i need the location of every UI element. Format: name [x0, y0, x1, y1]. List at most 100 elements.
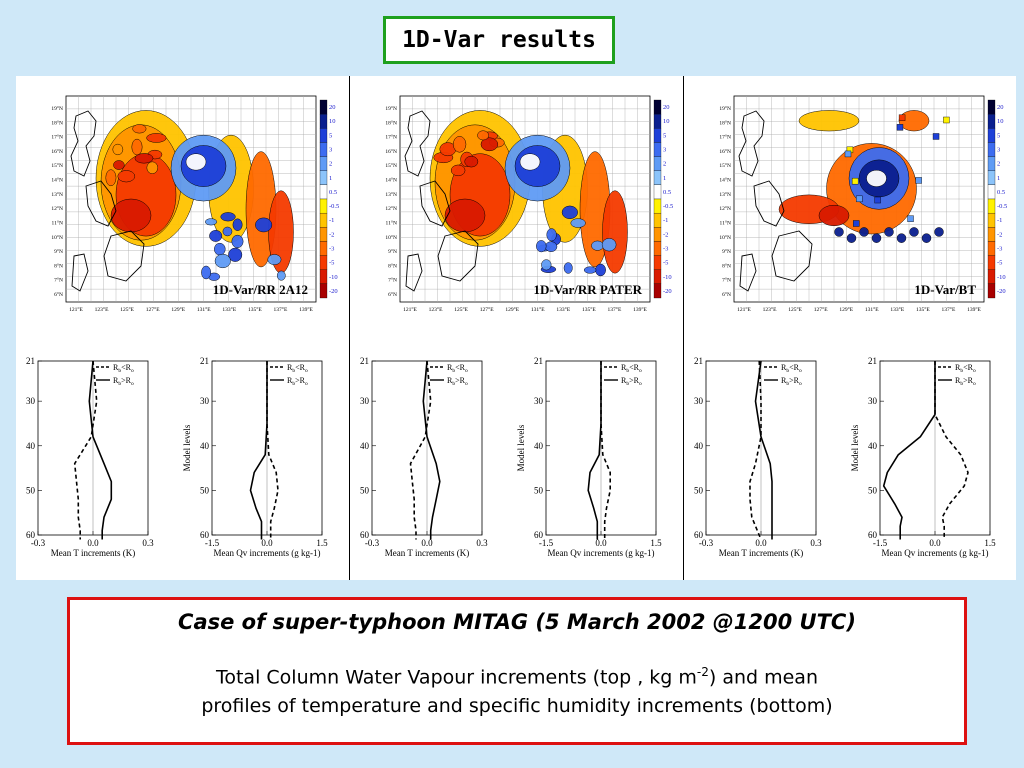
lat-tick-label: 8°N [388, 262, 397, 269]
colorbar-cell [319, 113, 328, 129]
colorbar-label: 10 [329, 118, 336, 125]
colorbar-label: -20 [329, 288, 338, 295]
colorbar-cell [319, 212, 328, 228]
lat-tick-label: 8°N [722, 262, 731, 269]
dry-spot [146, 161, 159, 174]
legend-entry-part: o [799, 381, 802, 387]
field-pixel [856, 195, 863, 203]
coastline [771, 230, 813, 282]
colorbar-cell [653, 128, 662, 143]
moist-spot [859, 227, 869, 237]
moist-spot [909, 227, 919, 237]
legend-entry-part: <R [963, 363, 974, 372]
lat-tick-label: 19°N [719, 105, 731, 112]
colorbar-cell [987, 283, 996, 299]
moist-spot [222, 226, 233, 237]
field-pixel [915, 177, 922, 184]
series-rb-gt-ro [422, 360, 441, 540]
legend-entry-part: b [452, 368, 455, 374]
x-tick-label: 0.0 [755, 538, 767, 548]
colorbar-label: -1 [329, 217, 334, 224]
x-tick-label: 0.3 [142, 538, 154, 548]
colorbar-cell [319, 255, 328, 270]
lon-tick-label: 121°E [403, 306, 417, 313]
colorbar-cell [987, 212, 996, 228]
legend-entry-part: o [131, 368, 134, 374]
colorbar-label: 1 [329, 175, 332, 182]
lat-tick-label: 9°N [54, 248, 63, 255]
series-rb-gt-ro [882, 361, 936, 540]
field-pixel [851, 177, 859, 185]
dry-spot [131, 138, 143, 156]
moist-spot [220, 212, 236, 222]
lat-tick-label: 11°N [52, 219, 63, 226]
series-rb-lt-ro [600, 361, 612, 540]
dry-spot [113, 160, 125, 170]
x-axis-label: Mean Qv increments (g kg-1) [882, 548, 989, 558]
colorbar-cell [319, 156, 328, 171]
lon-tick-label: 127°E [480, 306, 494, 313]
moist-spot [546, 228, 557, 242]
eye-region [866, 169, 887, 187]
x-tick-label: -0.3 [365, 538, 380, 548]
lon-tick-label: 121°E [737, 306, 751, 313]
x-tick-label: -1.5 [539, 538, 554, 548]
colorbar-label: -0.5 [329, 203, 339, 210]
legend-entry-part: R [621, 363, 627, 372]
panel-2a12: 19°N 18°N 17°N 16°N 15°N 14°N 13°N 12°N 11°N 10°N… [16, 76, 350, 580]
colorbar-label: -0.5 [663, 203, 673, 210]
lon-tick-label: 129°E [171, 306, 185, 313]
caption-box: Case of super-typhoon MITAG (5 March 200… [67, 597, 967, 745]
lon-tick-label: 127°E [814, 306, 828, 313]
moist-spot [871, 233, 882, 243]
dry-spot [117, 170, 136, 183]
x-axis-label: Mean Qv increments (g kg-1) [214, 548, 321, 558]
colorbar-label: -5 [997, 260, 1002, 267]
legend-entry: Rb>Ro [955, 376, 976, 387]
colorbar-label: 10 [663, 118, 670, 125]
moist-spot [563, 262, 573, 274]
lat-tick-label: 12°N [385, 205, 397, 212]
lat-tick-label: 12°N [719, 205, 731, 212]
colorbar-cell [653, 184, 662, 200]
legend-entry: Rb>Ro [113, 376, 134, 387]
dry-spot [477, 130, 489, 141]
legend-entry: Rb<Ro [287, 363, 308, 374]
legend-entry-part: b [786, 368, 789, 374]
legend-entry: Rb<Ro [781, 363, 802, 374]
y-tick-label: 60 [694, 530, 704, 540]
legend-entry-part: R [781, 376, 787, 385]
legend-entry-part: o [465, 381, 468, 387]
y-tick-label: 50 [868, 485, 878, 495]
lon-tick-label: 129°E [505, 306, 519, 313]
colorbar-cell [319, 283, 328, 299]
y-tick-label: 21 [694, 356, 703, 366]
moist-spot [583, 266, 597, 274]
colorbar-cell [319, 269, 328, 285]
legend-entry-part: o [973, 381, 976, 387]
lat-tick-label: 17°N [51, 134, 63, 141]
series-rb-lt-ro [266, 361, 279, 540]
moist-spot [228, 247, 243, 262]
colorbar-label: -2 [997, 231, 1002, 238]
lat-tick-label: 16°N [51, 148, 63, 155]
lat-tick-label: 11°N [720, 219, 731, 226]
colorbar-cell [987, 99, 996, 115]
moist-spot [846, 233, 857, 243]
colorbar-label: -10 [663, 274, 672, 281]
dry-spot [105, 169, 117, 187]
moist-spot [201, 265, 212, 280]
coastline [103, 230, 145, 282]
colorbar-cell [653, 212, 662, 228]
colorbar-label: -0.5 [997, 203, 1007, 210]
dry-band [798, 110, 860, 132]
dry-spot [134, 153, 154, 164]
x-axis-label: Mean T increments (K) [51, 548, 135, 558]
x-tick-label: -0.3 [699, 538, 714, 548]
legend-entry-part: b [118, 381, 121, 387]
x-tick-label: 0.3 [476, 538, 488, 548]
lat-tick-label: 9°N [388, 248, 397, 255]
lon-tick-label: 133°E [556, 306, 570, 313]
y-tick-label: 50 [534, 485, 544, 495]
moist-spot [595, 263, 606, 277]
